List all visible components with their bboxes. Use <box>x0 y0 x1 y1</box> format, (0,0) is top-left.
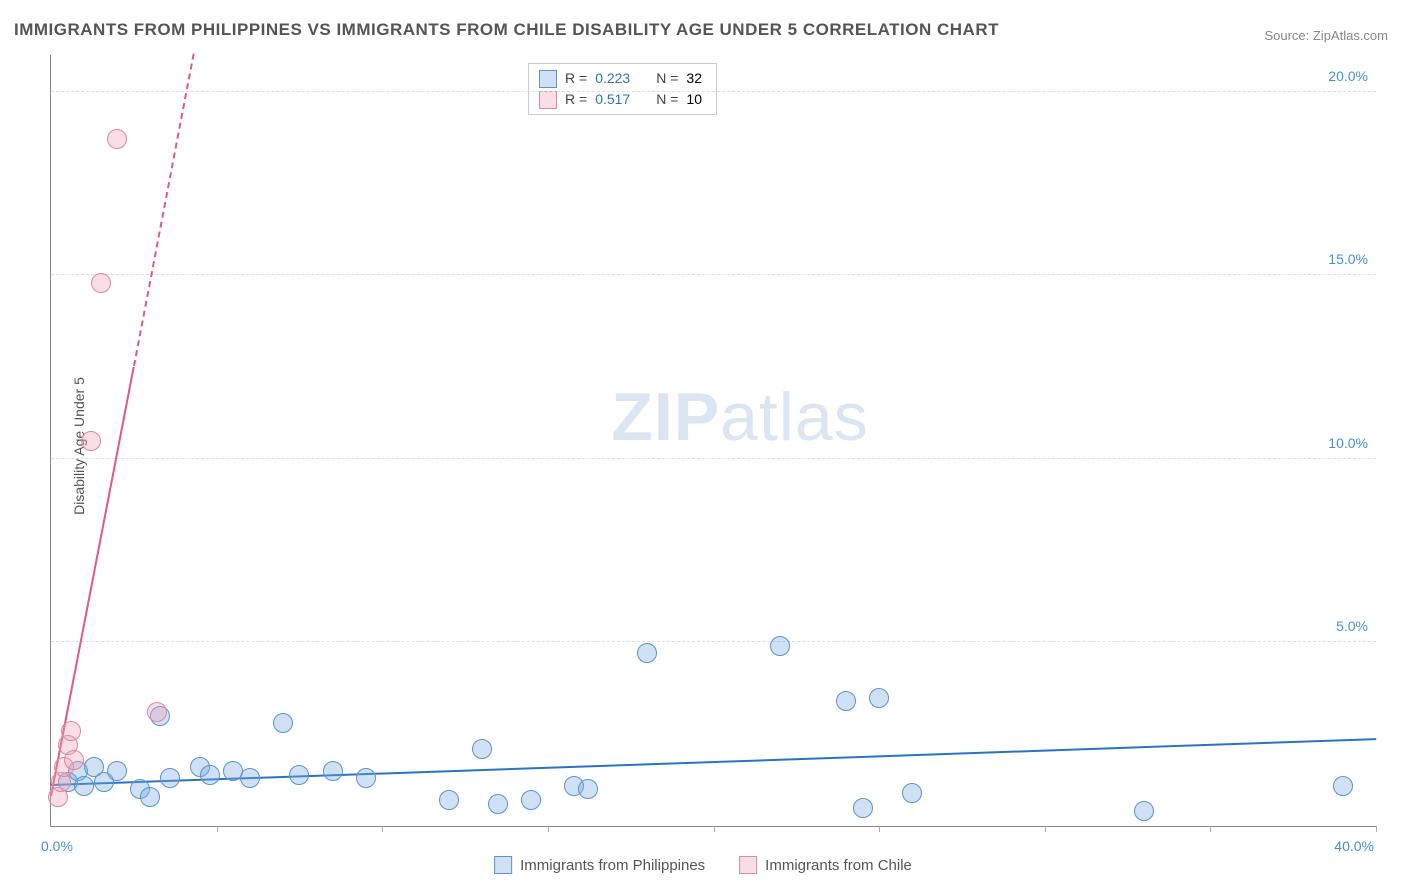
data-point <box>323 761 343 781</box>
watermark-bold: ZIP <box>611 379 720 455</box>
data-point <box>147 702 167 722</box>
watermark: ZIPatlas <box>611 378 868 456</box>
data-point <box>107 129 127 149</box>
n-value-pink: 10 <box>686 89 702 110</box>
x-origin-label: 0.0% <box>41 838 73 854</box>
swatch-pink-icon <box>739 856 757 874</box>
data-point <box>869 688 889 708</box>
r-value-pink: 0.517 <box>595 89 630 110</box>
x-tick <box>879 826 880 832</box>
legend-label: Immigrants from Chile <box>765 857 912 874</box>
gridline <box>51 274 1376 275</box>
data-point <box>488 794 508 814</box>
x-tick <box>714 826 715 832</box>
data-point <box>472 739 492 759</box>
plot-area: ZIPatlas R = 0.223 N = 32 R = 0.517 N = … <box>50 55 1376 827</box>
chart-container: IMMIGRANTS FROM PHILIPPINES VS IMMIGRANT… <box>0 0 1406 892</box>
data-point <box>356 768 376 788</box>
swatch-blue-icon <box>494 856 512 874</box>
data-point <box>1134 801 1154 821</box>
x-tick <box>548 826 549 832</box>
data-point <box>240 768 260 788</box>
swatch-pink-icon <box>539 91 557 109</box>
data-point <box>289 765 309 785</box>
data-point <box>61 721 81 741</box>
data-point <box>1333 776 1353 796</box>
data-point <box>902 783 922 803</box>
data-point <box>853 798 873 818</box>
x-tick <box>1376 826 1377 832</box>
data-point <box>140 787 160 807</box>
gridline <box>51 458 1376 459</box>
trend-line <box>133 54 195 366</box>
legend-stats-row: R = 0.517 N = 10 <box>539 89 702 110</box>
source-prefix: Source: <box>1264 28 1312 43</box>
r-value-blue: 0.223 <box>595 68 630 89</box>
data-point <box>160 768 180 788</box>
gridline <box>51 641 1376 642</box>
y-tick-label: 20.0% <box>1328 68 1368 84</box>
data-point <box>200 765 220 785</box>
data-point <box>91 273 111 293</box>
legend-label: Immigrants from Philippines <box>520 857 705 874</box>
legend-item-philippines: Immigrants from Philippines <box>494 856 705 874</box>
data-point <box>637 643 657 663</box>
r-prefix: R = <box>565 68 587 89</box>
data-point <box>107 761 127 781</box>
legend-stats-row: R = 0.223 N = 32 <box>539 68 702 89</box>
data-point <box>273 713 293 733</box>
chart-title: IMMIGRANTS FROM PHILIPPINES VS IMMIGRANT… <box>14 20 999 40</box>
legend-series: Immigrants from Philippines Immigrants f… <box>494 856 912 874</box>
y-tick-label: 5.0% <box>1336 618 1368 634</box>
n-prefix: N = <box>656 89 678 110</box>
data-point <box>81 431 101 451</box>
legend-item-chile: Immigrants from Chile <box>739 856 912 874</box>
data-point <box>74 776 94 796</box>
data-point <box>836 691 856 711</box>
x-tick <box>1210 826 1211 832</box>
gridline <box>51 91 1376 92</box>
source-link[interactable]: ZipAtlas.com <box>1313 28 1388 43</box>
x-tick <box>382 826 383 832</box>
x-max-label: 40.0% <box>1334 838 1374 854</box>
source-attribution: Source: ZipAtlas.com <box>1264 28 1388 43</box>
data-point <box>770 636 790 656</box>
watermark-rest: atlas <box>720 379 869 455</box>
n-value-blue: 32 <box>686 68 702 89</box>
legend-stats: R = 0.223 N = 32 R = 0.517 N = 10 <box>528 63 717 115</box>
data-point <box>439 790 459 810</box>
y-tick-label: 15.0% <box>1328 251 1368 267</box>
data-point <box>521 790 541 810</box>
y-tick-label: 10.0% <box>1328 435 1368 451</box>
x-tick <box>217 826 218 832</box>
swatch-blue-icon <box>539 70 557 88</box>
r-prefix: R = <box>565 89 587 110</box>
data-point <box>64 750 84 770</box>
x-tick <box>1045 826 1046 832</box>
data-point <box>578 779 598 799</box>
n-prefix: N = <box>656 68 678 89</box>
